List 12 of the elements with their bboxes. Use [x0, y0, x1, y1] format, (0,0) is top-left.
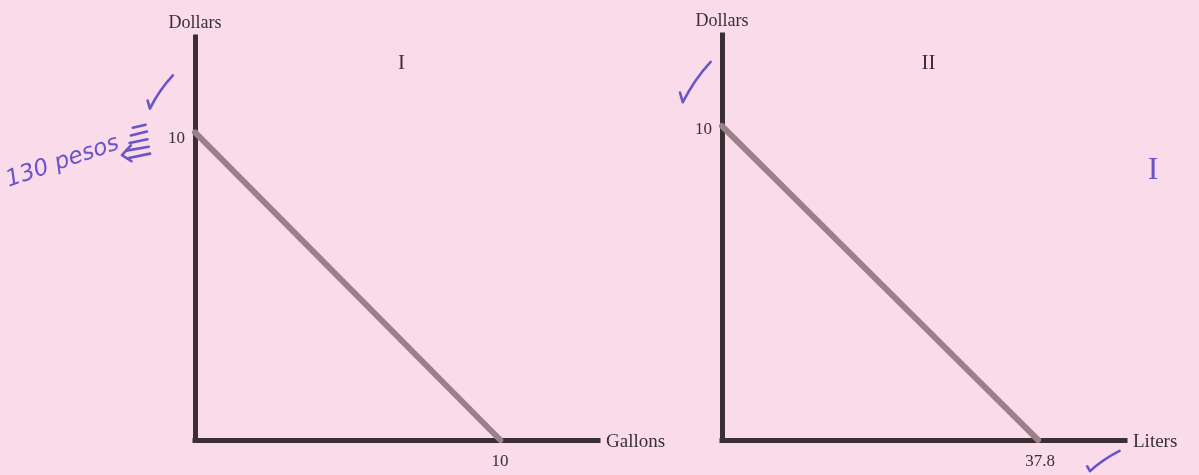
chart-title: II	[921, 49, 936, 74]
y-axis-title: Dollars	[695, 10, 749, 30]
text: 10	[168, 127, 185, 147]
x-axis-title: Gallons	[606, 429, 666, 451]
text: 130 pesos	[2, 128, 123, 192]
text: 10	[491, 451, 509, 470]
text: I	[1147, 150, 1159, 186]
text: 10	[695, 118, 712, 138]
text: 37.8	[1025, 451, 1055, 470]
y-axis-title: Dollars	[168, 12, 222, 32]
chart-title: I	[398, 49, 405, 74]
x-axis-title: Liters	[1133, 429, 1178, 451]
